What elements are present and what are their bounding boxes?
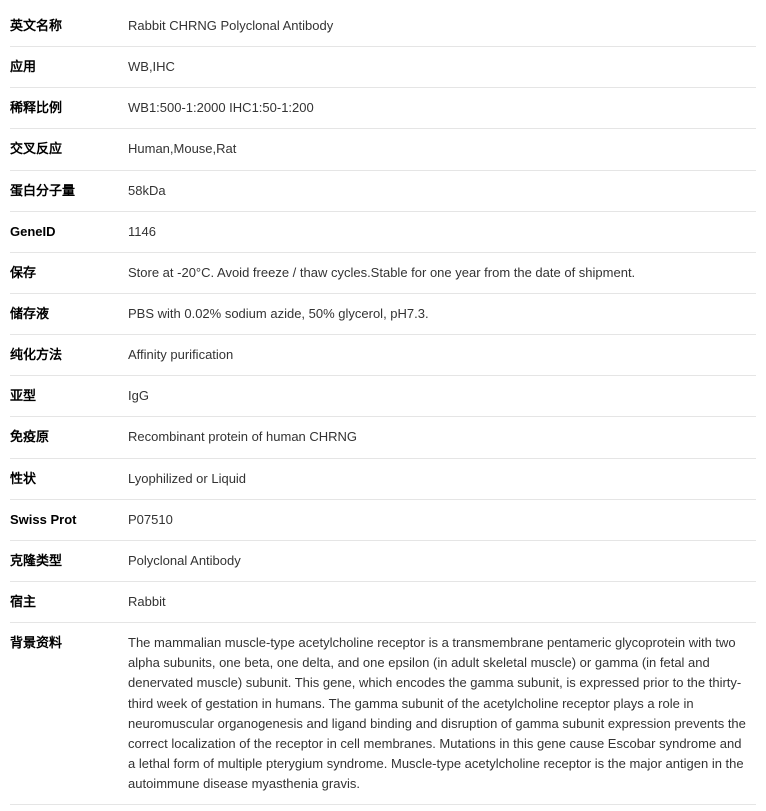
spec-row: GeneID1146 bbox=[10, 211, 756, 252]
spec-row-label: 储存液 bbox=[10, 293, 128, 334]
spec-row-label: 稀释比例 bbox=[10, 88, 128, 129]
spec-row: 储存液PBS with 0.02% sodium azide, 50% glyc… bbox=[10, 293, 756, 334]
spec-row-value: 58kDa bbox=[128, 170, 756, 211]
spec-row-value: Human,Mouse,Rat bbox=[128, 129, 756, 170]
spec-row-label: 免疫原 bbox=[10, 417, 128, 458]
spec-row-label: 保存 bbox=[10, 252, 128, 293]
spec-row-value: PBS with 0.02% sodium azide, 50% glycero… bbox=[128, 293, 756, 334]
spec-row: 稀释比例WB1:500-1:2000 IHC1:50-1:200 bbox=[10, 88, 756, 129]
spec-row: 克隆类型Polyclonal Antibody bbox=[10, 540, 756, 581]
spec-row-value: WB1:500-1:2000 IHC1:50-1:200 bbox=[128, 88, 756, 129]
spec-row: 免疫原Recombinant protein of human CHRNG bbox=[10, 417, 756, 458]
spec-row-label: 亚型 bbox=[10, 376, 128, 417]
spec-row-label: 克隆类型 bbox=[10, 540, 128, 581]
spec-row-value: WB,IHC bbox=[128, 47, 756, 88]
spec-row-label: 蛋白分子量 bbox=[10, 170, 128, 211]
product-spec-table: 英文名称Rabbit CHRNG Polyclonal Antibody应用WB… bbox=[10, 6, 756, 805]
spec-tbody: 英文名称Rabbit CHRNG Polyclonal Antibody应用WB… bbox=[10, 6, 756, 805]
spec-row-label: 交叉反应 bbox=[10, 129, 128, 170]
spec-row-value: Recombinant protein of human CHRNG bbox=[128, 417, 756, 458]
spec-row: Swiss ProtP07510 bbox=[10, 499, 756, 540]
spec-row-value: Affinity purification bbox=[128, 335, 756, 376]
spec-row: 性状Lyophilized or Liquid bbox=[10, 458, 756, 499]
spec-row: 蛋白分子量58kDa bbox=[10, 170, 756, 211]
spec-row-value: Rabbit bbox=[128, 581, 756, 622]
spec-row-value: Store at -20°C. Avoid freeze / thaw cycl… bbox=[128, 252, 756, 293]
spec-row-label: 背景资料 bbox=[10, 623, 128, 805]
spec-row-value: Polyclonal Antibody bbox=[128, 540, 756, 581]
spec-row: 亚型IgG bbox=[10, 376, 756, 417]
spec-row-value: Rabbit CHRNG Polyclonal Antibody bbox=[128, 6, 756, 47]
spec-row-label: 英文名称 bbox=[10, 6, 128, 47]
spec-row-value: Lyophilized or Liquid bbox=[128, 458, 756, 499]
spec-row: 背景资料The mammalian muscle-type acetylchol… bbox=[10, 623, 756, 805]
spec-row-label: 纯化方法 bbox=[10, 335, 128, 376]
spec-row-label: 应用 bbox=[10, 47, 128, 88]
spec-row-label: 性状 bbox=[10, 458, 128, 499]
spec-row-label: 宿主 bbox=[10, 581, 128, 622]
spec-row: 应用WB,IHC bbox=[10, 47, 756, 88]
spec-row-label: Swiss Prot bbox=[10, 499, 128, 540]
spec-row: 英文名称Rabbit CHRNG Polyclonal Antibody bbox=[10, 6, 756, 47]
spec-row-value: IgG bbox=[128, 376, 756, 417]
spec-row-value: P07510 bbox=[128, 499, 756, 540]
spec-row: 交叉反应Human,Mouse,Rat bbox=[10, 129, 756, 170]
spec-row: 保存Store at -20°C. Avoid freeze / thaw cy… bbox=[10, 252, 756, 293]
spec-row-value: 1146 bbox=[128, 211, 756, 252]
spec-row: 宿主Rabbit bbox=[10, 581, 756, 622]
spec-row: 纯化方法Affinity purification bbox=[10, 335, 756, 376]
spec-row-value: The mammalian muscle-type acetylcholine … bbox=[128, 623, 756, 805]
spec-row-label: GeneID bbox=[10, 211, 128, 252]
